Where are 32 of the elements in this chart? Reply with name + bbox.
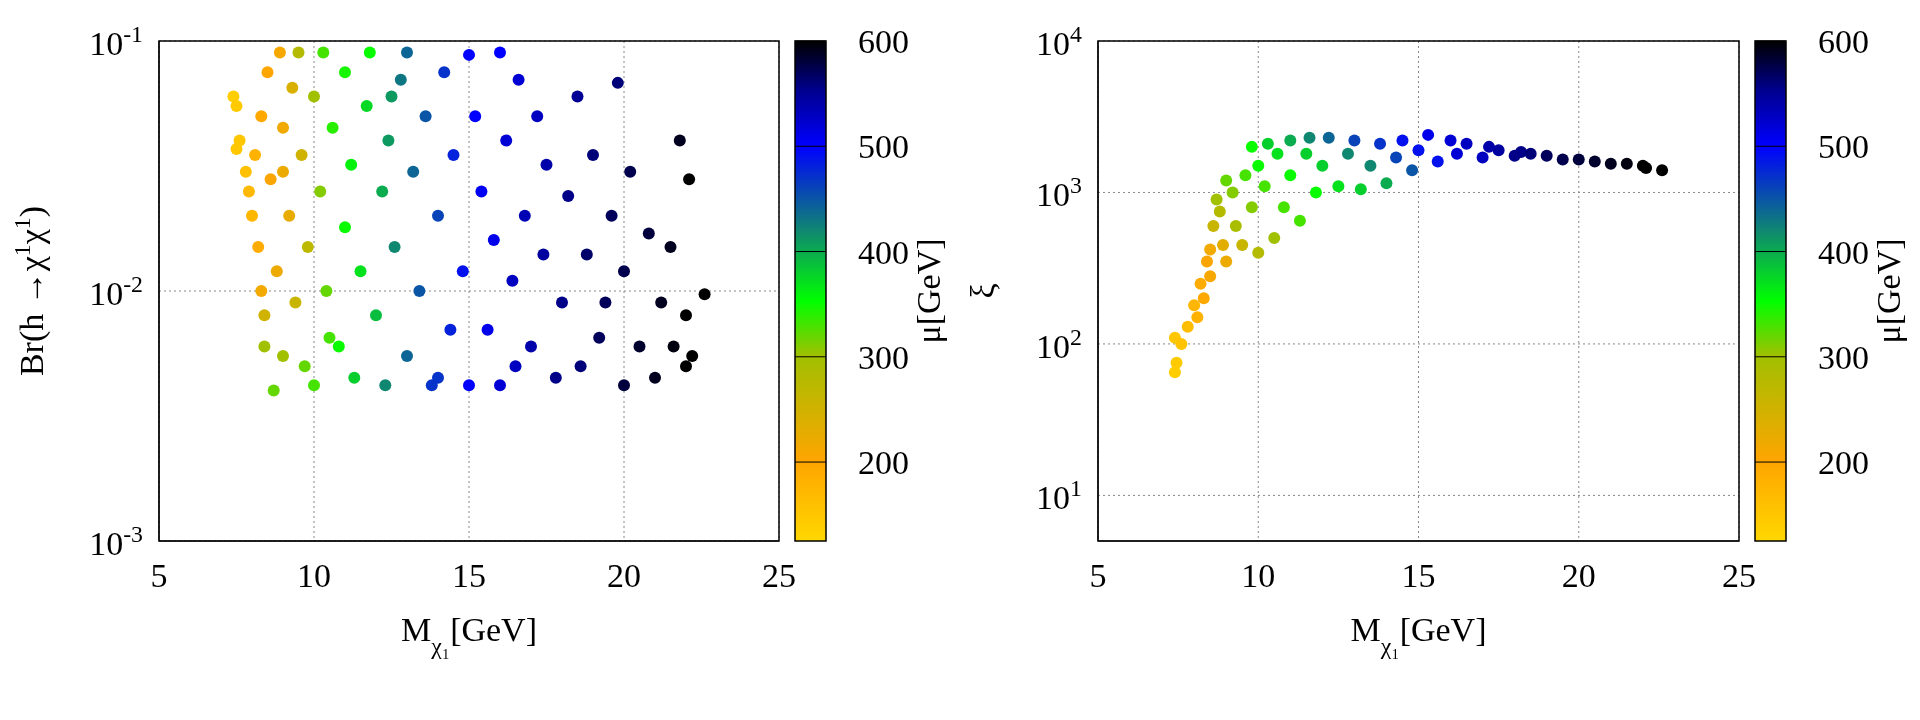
color-bar-label: 400 xyxy=(858,233,909,271)
y-tick-label: 10$^{2}$ xyxy=(1036,323,1082,365)
color-bar-title: μ[GeV] xyxy=(1870,238,1907,344)
color-bar-label: 500 xyxy=(1818,128,1869,166)
color-bar-label: 200 xyxy=(1818,444,1869,482)
x-tick-label: 5 xyxy=(150,557,168,594)
y-axis-title: ξ xyxy=(964,283,1001,299)
y-tick-label: 10$^{3}$ xyxy=(1036,172,1082,214)
x-tick-label: 20 xyxy=(607,557,641,594)
x-tick-label: 15 xyxy=(1401,557,1436,594)
color-bar-label: 300 xyxy=(1818,338,1869,376)
y-tick-label: 10$^{-1}$ xyxy=(89,21,143,62)
color-bar-label: 200 xyxy=(858,444,909,482)
x-tick-label: 10 xyxy=(1241,557,1276,594)
y-tick-label: 10$^{-2}$ xyxy=(89,271,143,312)
x-tick-label: 15 xyxy=(452,557,486,594)
x-axis-title: M$_{χ₁}$[GeV] xyxy=(401,611,537,659)
color-bar-label: 600 xyxy=(858,23,909,60)
x-tick-label: 25 xyxy=(1722,557,1756,594)
color-bar-title: μ[GeV] xyxy=(910,238,947,344)
color-bar-label: 600 xyxy=(1818,23,1869,60)
x-tick-label: 10 xyxy=(297,557,331,594)
y-tick-label: 10$^{-3}$ xyxy=(89,521,143,562)
color-bar-label: 300 xyxy=(858,338,909,376)
y-tick-label: 10$^{1}$ xyxy=(1036,475,1082,517)
x-tick-label: 20 xyxy=(1561,557,1596,594)
y-tick-label: 10$^{4}$ xyxy=(1036,21,1083,62)
color-bar-label: 400 xyxy=(1818,233,1869,271)
x-tick-label: 25 xyxy=(762,557,796,594)
x-axis-title: M$_{χ₁}$[GeV] xyxy=(1350,611,1487,659)
color-bar-label: 500 xyxy=(858,128,909,166)
x-tick-label: 5 xyxy=(1089,557,1107,594)
